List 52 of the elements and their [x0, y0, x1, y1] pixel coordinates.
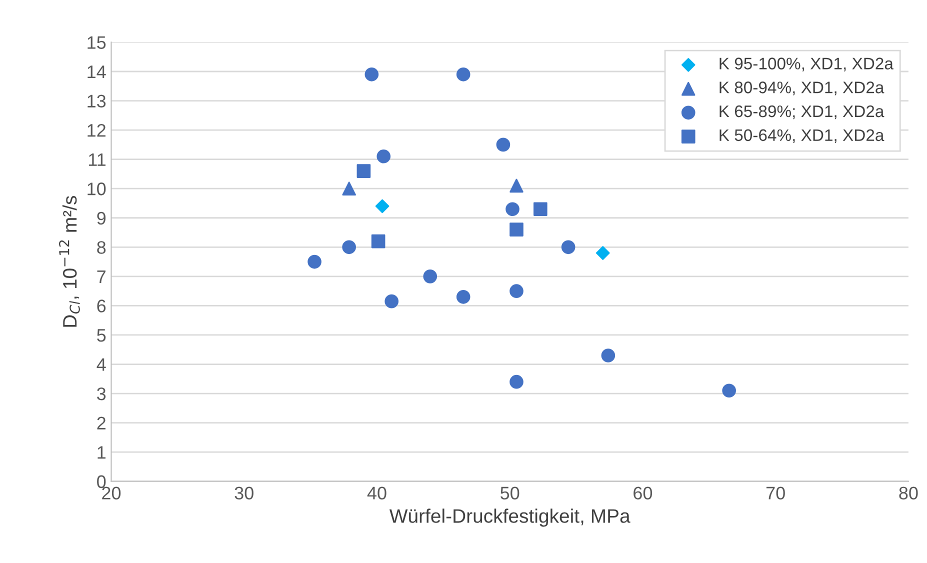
x-tick-label: 50: [500, 486, 520, 500]
point: [596, 246, 610, 260]
y-tick-label: 9: [97, 212, 106, 225]
y-tick-label: 1: [98, 446, 106, 459]
y-tick-label: 8: [97, 241, 106, 254]
point: [371, 234, 386, 248]
point: [342, 182, 356, 196]
y-tick-label: 7: [97, 270, 106, 283]
y-tick-label: 12: [88, 124, 106, 137]
legend-label: K 65-89%; XD1, XD2a: [720, 105, 884, 120]
x-tick-label: 30: [234, 486, 254, 500]
point: [496, 138, 510, 152]
x-tick-label: 60: [634, 486, 652, 500]
point: [601, 348, 616, 362]
legend-label: K 80-94%, XD1, XD2a: [720, 82, 884, 96]
y-tick-label: 6: [97, 300, 106, 312]
x-tick-label: 40: [367, 486, 386, 500]
point: [456, 290, 470, 304]
y-tick-label: 15: [88, 36, 106, 49]
y-tick-label: 3: [97, 387, 106, 400]
y-tick-label: 13: [88, 94, 106, 108]
point: [308, 254, 322, 269]
point: [356, 164, 371, 178]
point: [510, 178, 524, 193]
point: [722, 384, 736, 398]
y-tick-label: 14: [88, 66, 106, 78]
point: [561, 240, 576, 254]
x-tick-label: 80: [899, 486, 918, 500]
point: [456, 68, 470, 82]
y-tick-label: 2: [97, 416, 106, 430]
point: [423, 270, 438, 284]
x-axis-title: Würfel-Druckfestigkeit, MPa: [389, 508, 630, 527]
point: [375, 199, 390, 214]
point: [510, 284, 524, 298]
y-tick-label: 5: [97, 329, 106, 342]
point: [384, 294, 398, 308]
y-tick-label: 10: [88, 182, 106, 196]
y-tick-label: 11: [89, 153, 106, 166]
point: [510, 374, 524, 389]
point: [510, 222, 524, 236]
legend-label: K 50-64%, XD1, XD2a: [720, 129, 884, 144]
point: [534, 202, 548, 216]
y-tick-label: 0: [97, 475, 106, 488]
point: [506, 202, 520, 216]
y-axis-title: D$_{Cl}$, 10$^{−12}$ m²/s: [59, 196, 80, 327]
point: [364, 68, 379, 82]
x-tick-label: 70: [766, 486, 785, 500]
y-tick-label: 4: [96, 358, 106, 371]
legend-label: K 95-100%, XD1, XD2a: [720, 58, 894, 72]
x-tick-label: 20: [102, 486, 121, 500]
point: [376, 149, 391, 164]
point: [342, 240, 356, 254]
